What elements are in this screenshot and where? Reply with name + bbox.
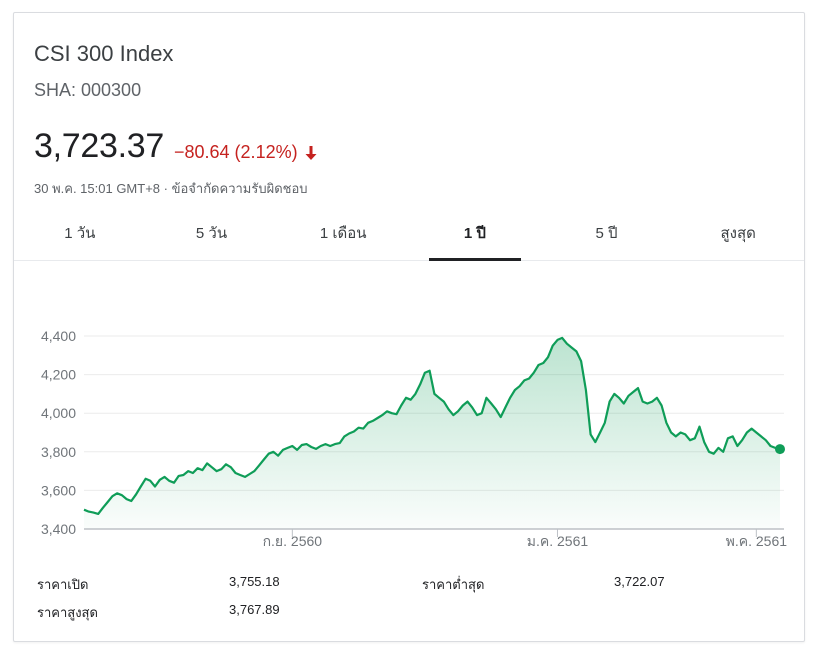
price-chart[interactable]: 3,400 3,600 3,800 4,000 4,200 4,400 ก.ย. 2560… <box>14 303 804 563</box>
tab-max[interactable]: สูงสุด <box>720 225 756 242</box>
price-change: −80.64 (2.12%) <box>174 142 318 163</box>
x-tick-label: ก.ย. 2560 <box>263 533 323 549</box>
current-price: 3,723.37 <box>34 127 164 165</box>
y-tick-label: 3,800 <box>41 444 76 460</box>
time-range-tabs: 1 วัน 5 วัน 1 เดือน 1 ปี 5 ปี สูงสุด <box>14 211 804 261</box>
y-tick-label: 4,400 <box>41 328 76 344</box>
y-tick-label: 3,600 <box>41 482 76 498</box>
x-tick-label: ม.ค. 2561 <box>527 533 589 549</box>
open-label: ราคาเปิด <box>37 577 89 592</box>
x-tick-label: พ.ค. 2561 <box>726 533 788 549</box>
tab-5-days[interactable]: 5 วัน <box>195 225 228 242</box>
open-value: 3,755.18 <box>229 574 280 589</box>
price-change-value: −80.64 (2.12%) <box>174 142 298 162</box>
stock-name: CSI 300 Index <box>34 41 174 66</box>
price-area <box>84 337 780 529</box>
y-tick-label: 3,400 <box>41 521 76 537</box>
y-tick-label: 4,000 <box>41 405 76 421</box>
low-label: ราคาต่ำสุด <box>422 577 485 592</box>
high-value: 3,767.89 <box>229 602 280 617</box>
tab-1-year[interactable]: 1 ปี <box>409 211 541 260</box>
price-line <box>83 336 781 515</box>
tab-1-day[interactable]: 1 วัน <box>64 225 96 242</box>
tab-1-month[interactable]: 1 เดือน <box>319 225 367 242</box>
y-tick-label: 4,200 <box>41 367 76 383</box>
price-meta: 30 พ.ค. 15:01 GMT+8 · ข้อจำกัดความรับผิด… <box>34 178 308 199</box>
stock-ticker: SHA: 000300 <box>34 80 142 100</box>
arrow-down-icon <box>305 145 317 160</box>
low-value: 3,722.07 <box>614 574 665 589</box>
high-label: ราคาสูงสุด <box>37 605 98 620</box>
price-timestamp: 30 พ.ค. 15:01 GMT+8 · <box>34 181 172 196</box>
stock-card: CSI 300 Index SHA: 000300 3,723.37 −80.6… <box>13 12 805 642</box>
latest-price-dot[interactable] <box>775 444 785 455</box>
disclaimer-link[interactable]: ข้อจำกัดความรับผิดชอบ <box>171 181 308 196</box>
tab-5-years[interactable]: 5 ปี <box>595 225 618 242</box>
